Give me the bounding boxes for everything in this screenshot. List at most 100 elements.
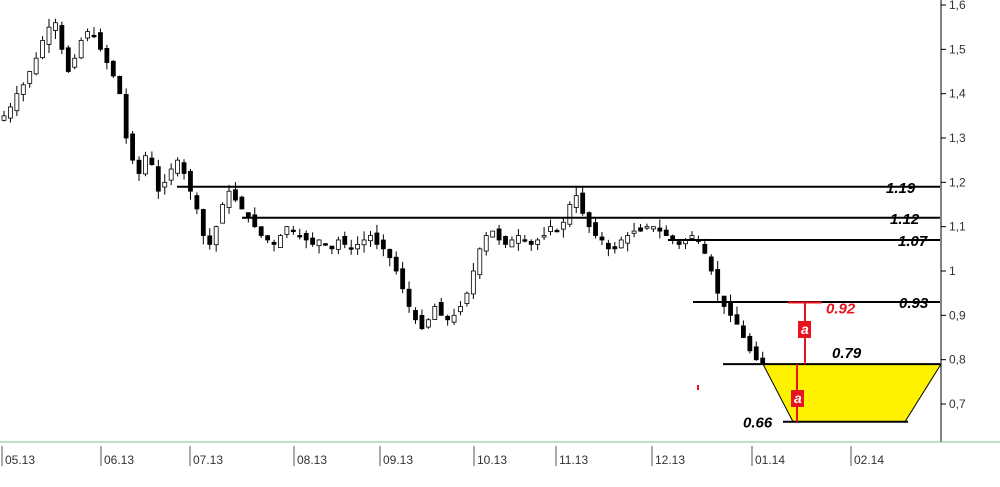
x-tick-label: 05.13 <box>5 453 35 467</box>
candle-up <box>226 190 232 208</box>
y-tick-label: 0,9 <box>949 308 966 322</box>
candle-up <box>541 235 547 238</box>
candle-up <box>27 71 33 84</box>
candle-up <box>72 57 78 68</box>
level-label: 0.93 <box>899 295 929 312</box>
target-label: 0.92 <box>826 300 856 317</box>
candle-down <box>59 25 65 50</box>
x-tick-label: 12.13 <box>655 453 685 467</box>
candle-down <box>554 229 560 233</box>
candle-down <box>419 315 425 330</box>
candle-down <box>580 192 586 214</box>
candle-up <box>515 235 521 244</box>
candle-down <box>599 236 605 241</box>
candle-up <box>33 57 39 75</box>
candle-up <box>618 239 624 249</box>
candle-up <box>483 235 489 252</box>
candle-up <box>14 93 20 112</box>
candle-up <box>368 235 373 242</box>
candle-up <box>650 226 656 230</box>
candle-up <box>477 248 483 276</box>
channel-fill <box>762 363 942 423</box>
candle-up <box>53 22 58 31</box>
y-tick-label: 0,7 <box>949 397 966 411</box>
candle-up <box>46 26 52 45</box>
candle-up <box>470 270 476 295</box>
candle-down <box>593 222 598 236</box>
candle-down <box>207 235 213 245</box>
candle-down <box>380 239 386 250</box>
candle-down <box>522 239 528 242</box>
candle-up <box>1 115 7 121</box>
candle-down <box>612 246 618 250</box>
candle-down <box>605 242 611 250</box>
candle-down <box>233 189 238 201</box>
candles-layer <box>1 18 875 413</box>
candle-down <box>638 227 643 232</box>
level-label: 1.19 <box>886 180 916 197</box>
candle-up <box>335 239 341 250</box>
candle-down <box>708 256 714 272</box>
x-tick-label: 10.13 <box>477 453 507 467</box>
candle-down <box>676 241 682 245</box>
x-tick-label: 07.13 <box>193 453 223 467</box>
candle-down <box>239 196 245 210</box>
measure-a-box-lower <box>791 390 804 407</box>
candle-down <box>503 236 508 245</box>
candle-down <box>342 235 348 245</box>
candle-down <box>323 243 328 246</box>
candle-down <box>310 237 316 245</box>
candle-down <box>663 229 669 236</box>
candle-up <box>175 159 181 174</box>
x-tick-label: 01.14 <box>755 453 785 467</box>
candle-up <box>85 31 90 39</box>
candle-down <box>297 235 303 238</box>
candle-up <box>567 204 573 225</box>
x-tick-label: 08.13 <box>297 453 327 467</box>
candle-down <box>155 166 161 192</box>
candle-down <box>123 94 129 139</box>
candle-up <box>278 235 283 249</box>
candle-up <box>284 226 290 235</box>
candle-down <box>586 212 592 228</box>
x-tick-label: 06.13 <box>104 453 134 467</box>
candle-down <box>271 241 277 245</box>
candle-up <box>162 181 168 188</box>
y-tick-label: 1 <box>949 264 956 278</box>
candle-down <box>188 170 193 192</box>
candle-up <box>361 239 367 246</box>
candle-up <box>213 226 219 246</box>
candle-up <box>220 204 226 224</box>
candle-down <box>400 268 406 290</box>
candle-down <box>702 243 708 254</box>
candle-down <box>252 214 258 228</box>
y-tick-label: 1,5 <box>949 42 966 56</box>
candle-up <box>20 84 26 95</box>
candle-down <box>657 227 663 232</box>
candle-down <box>91 34 97 38</box>
candle-down <box>117 75 123 95</box>
candle-up <box>464 292 470 304</box>
candle-up <box>625 235 631 244</box>
candle-down <box>741 325 746 338</box>
candle-down <box>393 256 399 272</box>
candle-up <box>168 168 174 181</box>
candle-up <box>644 226 650 229</box>
level-label: 1.12 <box>890 211 920 228</box>
measure-a-label-upper: a <box>801 321 809 337</box>
candle-down <box>438 301 444 316</box>
candle-down <box>496 228 502 241</box>
candle-up <box>8 106 13 119</box>
candle-down <box>406 288 412 307</box>
candle-down <box>136 159 142 174</box>
x-tick-label: 02.14 <box>854 453 884 467</box>
candle-up <box>355 243 361 250</box>
x-tick-label: 11.13 <box>559 453 588 467</box>
candle-up <box>535 239 541 245</box>
candle-up <box>509 239 515 248</box>
candle-up <box>573 195 579 208</box>
candle-down <box>181 162 187 174</box>
candle-down <box>387 248 393 259</box>
candle-up <box>490 230 496 238</box>
